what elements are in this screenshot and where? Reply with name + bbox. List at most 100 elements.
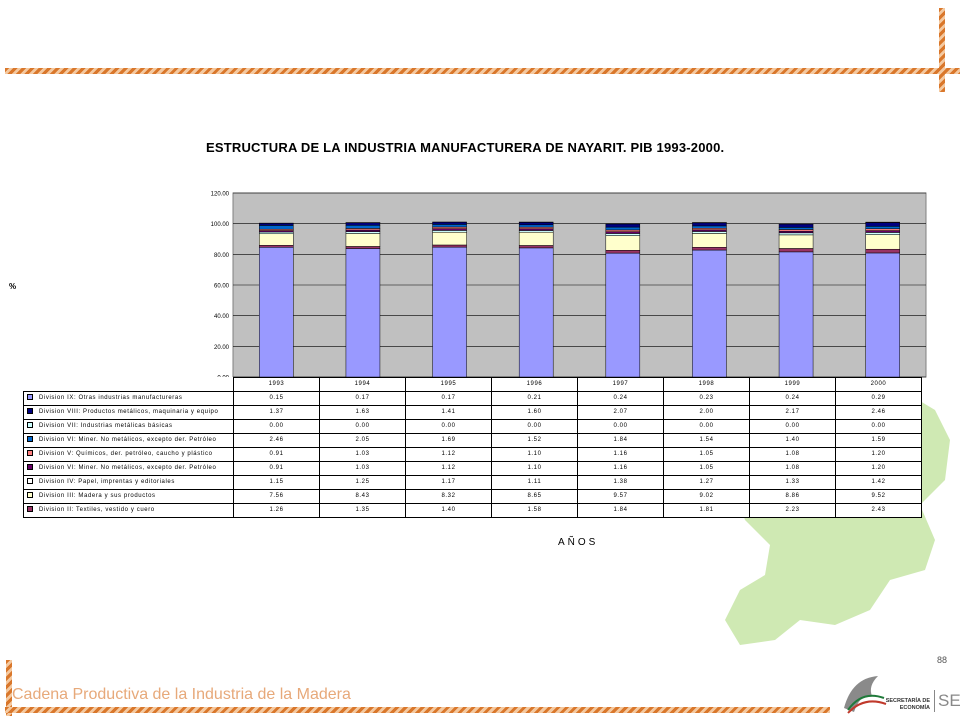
table-cell: 0.00	[664, 420, 750, 434]
bar-segment	[779, 227, 813, 229]
bar-segment	[866, 232, 900, 234]
bar-segment	[866, 231, 900, 233]
bar-segment	[866, 226, 900, 228]
table-cell: 1.69	[406, 434, 492, 448]
bar-segment	[433, 230, 467, 232]
year-header: 1994	[320, 378, 406, 392]
legend-swatch	[27, 506, 33, 512]
table-cell: 1.52	[492, 434, 578, 448]
legend-label: Division IV: Papel, imprentas y editoria…	[24, 476, 234, 490]
legend-label: Division VII: Industrias metálicas básic…	[24, 420, 234, 434]
bar-segment	[866, 253, 900, 377]
table-cell: 1.25	[320, 476, 406, 490]
table-cell: 2.46	[234, 434, 320, 448]
legend-text: Division VIII: Productos metálicos, maqu…	[39, 409, 218, 415]
bar-segment	[346, 232, 380, 234]
legend-label: Division III: Madera y sus productos	[24, 490, 234, 504]
table-cell: 1.08	[750, 448, 836, 462]
y-tick-label: 80.00	[214, 253, 230, 259]
legend-text: Division VII: Industrias metálicas básic…	[39, 423, 173, 429]
bar-segment	[346, 225, 380, 228]
table-cell: 2.46	[836, 406, 922, 420]
legend-swatch	[27, 408, 33, 414]
legend-swatch	[27, 464, 33, 470]
table-cell: 1.11	[492, 476, 578, 490]
legend-text: Division IX: Otras industrias manufactur…	[39, 395, 182, 401]
bar-segment	[259, 232, 293, 234]
table-cell: 2.00	[664, 406, 750, 420]
bar-segment	[606, 233, 640, 235]
table-cell: 0.24	[578, 392, 664, 406]
y-tick-label: 100.00	[211, 222, 230, 228]
bar-segment	[692, 231, 726, 233]
table-cell: 1.12	[406, 448, 492, 462]
table-cell: 9.57	[578, 490, 664, 504]
bar-segment	[433, 232, 467, 245]
table-row: Division VII: Industrias metálicas básic…	[24, 420, 922, 434]
bar-segment	[779, 224, 813, 227]
legend-text: Division VI: Miner. No metálicos, except…	[39, 465, 216, 471]
bar-segment	[519, 227, 553, 229]
bar-segment	[866, 249, 900, 253]
bar-segment	[433, 229, 467, 231]
bar-segment	[519, 229, 553, 231]
table-row: Division IX: Otras industrias manufactur…	[24, 392, 922, 406]
table-cell: 1.84	[578, 504, 664, 518]
table-cell: 2.43	[836, 504, 922, 518]
table-cell: 1.12	[406, 462, 492, 476]
table-cell: 1.40	[750, 434, 836, 448]
bar-segment	[259, 245, 293, 247]
table-cell: 1.35	[320, 504, 406, 518]
legend-label: Division IX: Otras industrias manufactur…	[24, 392, 234, 406]
table-row: Division VI: Miner. No metálicos, except…	[24, 462, 922, 476]
table-cell: 1.38	[578, 476, 664, 490]
table-cell: 1.16	[578, 448, 664, 462]
table-cell: 1.81	[664, 504, 750, 518]
table-cell: 1.03	[320, 448, 406, 462]
legend-label: Division V: Químicos, der. petróleo, cau…	[24, 448, 234, 462]
bar-segment	[346, 234, 380, 247]
table-cell: 1.16	[578, 462, 664, 476]
table-cell: 0.24	[750, 392, 836, 406]
legend-text: Division II: Textiles, vestido y cuero	[39, 507, 155, 513]
table-cell: 1.33	[750, 476, 836, 490]
eagle-emblem-icon	[838, 668, 888, 716]
table-cell: 1.41	[406, 406, 492, 420]
bar-segment	[519, 222, 553, 224]
bar-segment	[519, 225, 553, 227]
bar-segment	[433, 224, 467, 227]
table-cell: 8.86	[750, 490, 836, 504]
y-tick-label: 40.00	[214, 314, 230, 320]
bar-segment	[433, 245, 467, 247]
page-number: 88	[937, 655, 947, 665]
table-cell: 0.00	[406, 420, 492, 434]
table-cell: 1.20	[836, 462, 922, 476]
table-cell: 1.10	[492, 448, 578, 462]
bar-segment	[606, 253, 640, 377]
table-cell: 0.00	[492, 420, 578, 434]
bar-segment	[259, 234, 293, 246]
y-tick-label: 120.00	[211, 192, 230, 198]
table-row: Division VIII: Productos metálicos, maqu…	[24, 406, 922, 420]
table-cell: 1.26	[234, 504, 320, 518]
table-cell: 1.63	[320, 406, 406, 420]
table-row: Division VI: Miner. No metálicos, except…	[24, 434, 922, 448]
table-cell: 1.42	[836, 476, 922, 490]
secretaria-economia-logo: SECRETARÍA DE ECONOMÍA SE	[838, 668, 956, 718]
table-corner	[24, 378, 234, 392]
bar-segment	[779, 248, 813, 251]
year-header: 1995	[406, 378, 492, 392]
table-cell: 1.59	[836, 434, 922, 448]
bar-segment	[606, 224, 640, 227]
bar-segment	[259, 223, 293, 225]
bar-segment	[346, 249, 380, 377]
bar-segment	[606, 232, 640, 234]
bar-segment	[866, 229, 900, 231]
bar-segment	[692, 250, 726, 377]
year-header: 2000	[836, 378, 922, 392]
bar-segment	[606, 250, 640, 253]
bar-segment	[519, 248, 553, 377]
